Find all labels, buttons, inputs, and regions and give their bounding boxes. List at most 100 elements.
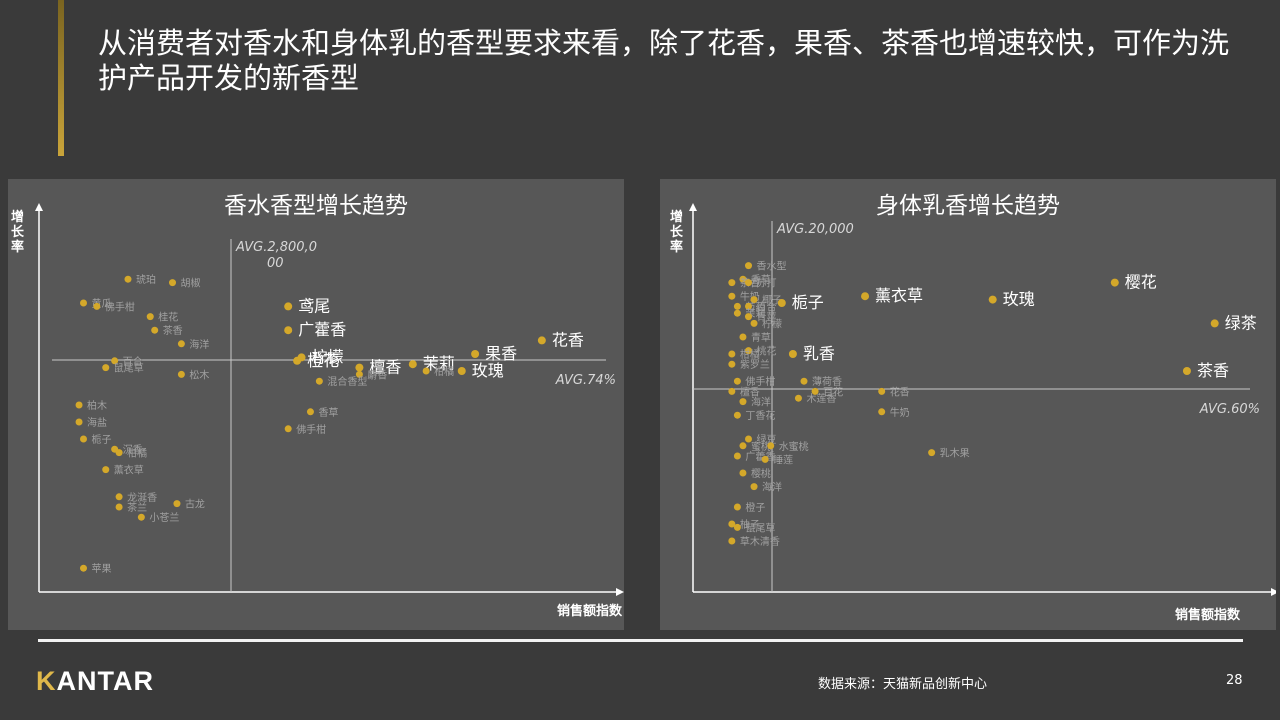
data-point-label: 椰子: [762, 294, 782, 307]
data-point-label: 柑橘: [740, 348, 760, 361]
perfume-chart-title: 香水香型增长趋势: [224, 193, 408, 219]
perfume-chart-panel: 香水香型增长趋势 AVG.2,800,0 00 AVG.74% 增长率 销售额指数 琥珀 胡…: [8, 179, 624, 630]
data-point-label: 百合: [123, 355, 143, 368]
avg-x-label-line: AVG.2,800,0: [235, 240, 317, 255]
data-point: [745, 313, 752, 321]
data-point: [777, 299, 786, 307]
data-point: [811, 387, 819, 395]
data-point: [137, 513, 145, 521]
data-point-label: 桃花: [757, 345, 777, 358]
data-point-label: 佛手柑: [745, 375, 775, 388]
data-point-label: 檀香: [369, 358, 401, 377]
data-point-label: 鼠尾草: [745, 521, 775, 534]
page-number: 28: [1226, 673, 1243, 688]
data-point: [861, 292, 870, 301]
data-point-label: 胡椒: [181, 277, 201, 290]
y-axis-arrow: [689, 203, 697, 211]
data-point-label: 乳香: [803, 344, 835, 363]
data-point-label: 佛手柑: [296, 423, 326, 436]
y-axis-label-char: 长: [11, 224, 25, 240]
data-point-label: 柑橘: [127, 447, 147, 460]
data-point-label: 栀子: [92, 433, 112, 446]
data-point: [151, 326, 159, 334]
data-point: [102, 364, 110, 372]
kantar-logo: KANTAR: [36, 666, 154, 696]
data-point-label: 橙子: [745, 501, 765, 514]
data-point: [788, 350, 797, 358]
data-point-label: 百花: [823, 385, 843, 398]
lotion-chart-title: 身体乳香增长趋势: [876, 193, 1060, 219]
data-point-label: 海洋: [189, 338, 209, 351]
data-point-label: 木莲香: [806, 393, 836, 405]
data-point: [761, 455, 769, 463]
data-point: [728, 520, 736, 528]
avg-x-label: AVG.20,000: [776, 222, 854, 237]
data-point: [297, 353, 306, 362]
data-point: [124, 275, 132, 283]
data-point: [745, 302, 752, 310]
data-point-label: 柠檬: [762, 317, 782, 330]
data-point-label: 香草: [318, 407, 338, 419]
data-point: [457, 367, 466, 375]
data-point-label: 百合: [757, 300, 777, 313]
data-point-label: 鸢尾: [298, 296, 330, 315]
data-point: [733, 377, 741, 385]
data-point: [115, 449, 123, 457]
data-point-label: 薰衣草: [114, 464, 144, 477]
data-point-label: 海洋: [762, 481, 782, 494]
data-point: [739, 469, 747, 477]
data-point-label: 茶兰: [127, 501, 147, 514]
data-point-label: 桂花: [158, 311, 178, 324]
data-point: [173, 500, 181, 508]
data-point: [800, 377, 808, 385]
y-axis-label-char: 长: [670, 224, 684, 240]
data-point: [284, 302, 293, 311]
data-point-label: 绿茶: [1225, 313, 1257, 332]
data-point-label: 茶香: [163, 324, 183, 337]
x-axis-arrow: [616, 588, 624, 596]
data-point: [471, 350, 480, 358]
title-accent-bar: [58, 0, 64, 156]
data-point: [355, 370, 363, 378]
data-point: [355, 363, 364, 372]
data-point-label: 海盐: [87, 416, 107, 429]
y-axis-label-char: 率: [670, 239, 683, 255]
data-point: [80, 299, 87, 307]
data-point: [739, 442, 747, 450]
data-point-label: 柏木: [87, 399, 107, 412]
data-point: [733, 523, 741, 531]
data-point: [146, 313, 154, 321]
data-point-label: 柑橘: [434, 365, 454, 378]
data-point-label: 香草: [751, 274, 771, 286]
data-point: [728, 279, 736, 287]
data-point-label: 紫罗兰: [740, 358, 770, 371]
data-point-label: 麝香: [367, 368, 387, 381]
data-point-label: 檀香: [740, 385, 760, 398]
data-point-label: 樱花: [1125, 273, 1157, 292]
data-point: [928, 449, 936, 457]
data-point-label: 柠檬: [312, 347, 344, 366]
data-point: [728, 387, 736, 395]
data-point-label: 海洋: [751, 396, 771, 409]
data-point-label: 草木清香: [740, 535, 780, 548]
data-point: [408, 360, 417, 369]
data-point-label: 苏打: [757, 277, 777, 290]
data-point-label: 茉莉: [423, 354, 455, 373]
x-axis-label: 销售额指数: [1175, 607, 1241, 623]
data-point-label: 沉香: [123, 443, 143, 456]
data-point: [1182, 367, 1191, 375]
data-point-label: 果香: [485, 344, 517, 363]
data-point: [75, 401, 83, 409]
y-axis-arrow: [35, 203, 43, 211]
data-point: [988, 295, 997, 304]
avg-y-label: AVG.74%: [555, 373, 616, 388]
data-point-label: 薰衣草: [875, 286, 923, 305]
data-point-label: 花香: [890, 385, 910, 398]
data-point-label: 花香: [552, 330, 584, 349]
data-point: [745, 279, 752, 287]
lotion-scatter-plot: AVG.20,000AVG.60%增长率销售额指数香水型香草茶香苏打牛奶椰子芍药…: [670, 203, 1276, 623]
data-point-label: 鼠尾草: [114, 362, 144, 375]
data-point: [284, 425, 292, 433]
data-point: [75, 418, 83, 426]
